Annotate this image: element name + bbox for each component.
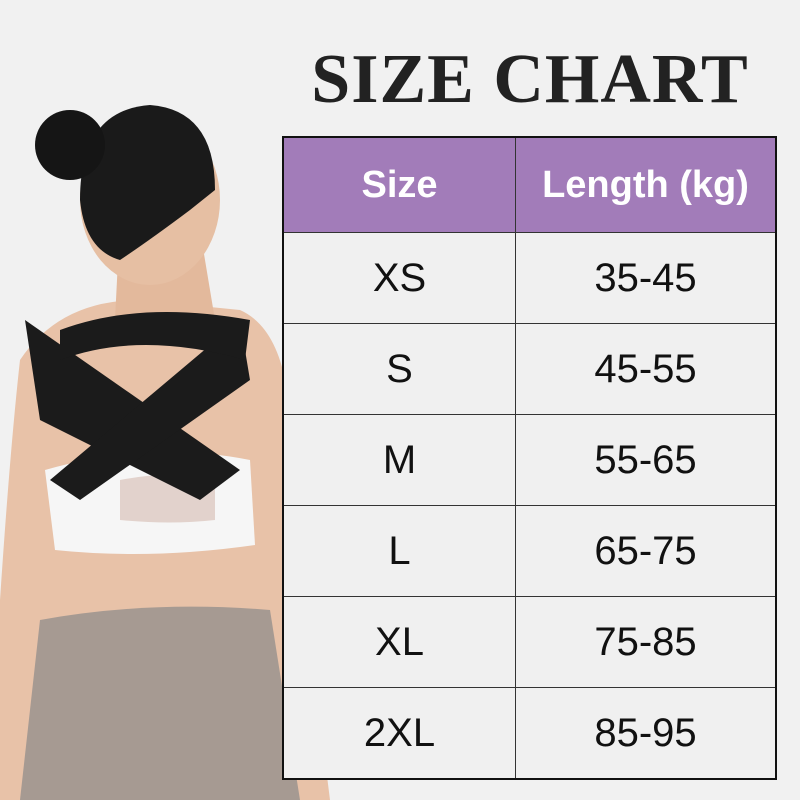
weight-cell: 75-85 <box>515 596 777 688</box>
weight-cell: 45-55 <box>515 323 777 415</box>
header-length: Length (kg) <box>515 136 777 233</box>
table-row: XL 75-85 <box>282 596 777 688</box>
size-cell: L <box>282 505 516 597</box>
table-row: XS 35-45 <box>282 232 777 324</box>
size-cell: M <box>282 414 516 506</box>
size-cell: 2XL <box>282 687 516 780</box>
size-cell: S <box>282 323 516 415</box>
table-row: 2XL 85-95 <box>282 687 777 780</box>
weight-cell: 85-95 <box>515 687 777 780</box>
size-cell: XL <box>282 596 516 688</box>
table-row: M 55-65 <box>282 414 777 506</box>
size-chart-title: SIZE CHART <box>311 41 749 118</box>
header-size: Size <box>282 136 516 233</box>
size-cell: XS <box>282 232 516 324</box>
size-chart-table: Size Length (kg) XS 35-45 S 45-55 M 55-65 L… <box>282 136 777 780</box>
table-row: S 45-55 <box>282 323 777 415</box>
weight-cell: 35-45 <box>515 232 777 324</box>
weight-cell: 65-75 <box>515 505 777 597</box>
weight-cell: 55-65 <box>515 414 777 506</box>
table-header-row: Size Length (kg) <box>282 136 777 233</box>
table-row: L 65-75 <box>282 505 777 597</box>
